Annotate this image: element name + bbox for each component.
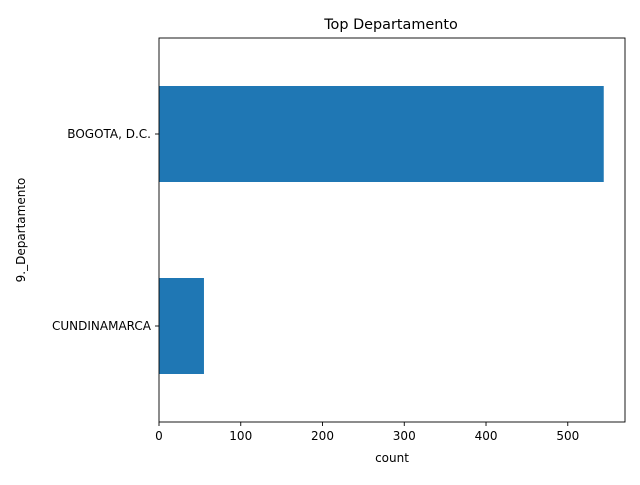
bar [159, 86, 604, 182]
x-tick-label: 200 [311, 429, 334, 443]
y-tick-label: CUNDINAMARCA [52, 319, 152, 333]
bar [159, 278, 204, 374]
y-tick-label: BOGOTA, D.C. [67, 127, 151, 141]
x-tick-label: 300 [393, 429, 416, 443]
x-tick-label: 500 [556, 429, 579, 443]
bars-group [159, 86, 604, 374]
x-tick-label: 0 [155, 429, 163, 443]
y-axis-label: 9._Departamento [14, 178, 28, 283]
axes-group [158, 37, 626, 423]
chart-title: Top Departamento [323, 17, 458, 33]
y-ticks: BOGOTA, D.C. CUNDINAMARCA [52, 127, 159, 333]
x-axis-label: count [375, 451, 409, 465]
plot-frame [158, 37, 626, 423]
x-tick-label: 100 [229, 429, 252, 443]
x-tick-label: 400 [475, 429, 498, 443]
x-ticks: 0 100 200 300 400 500 [155, 422, 579, 443]
